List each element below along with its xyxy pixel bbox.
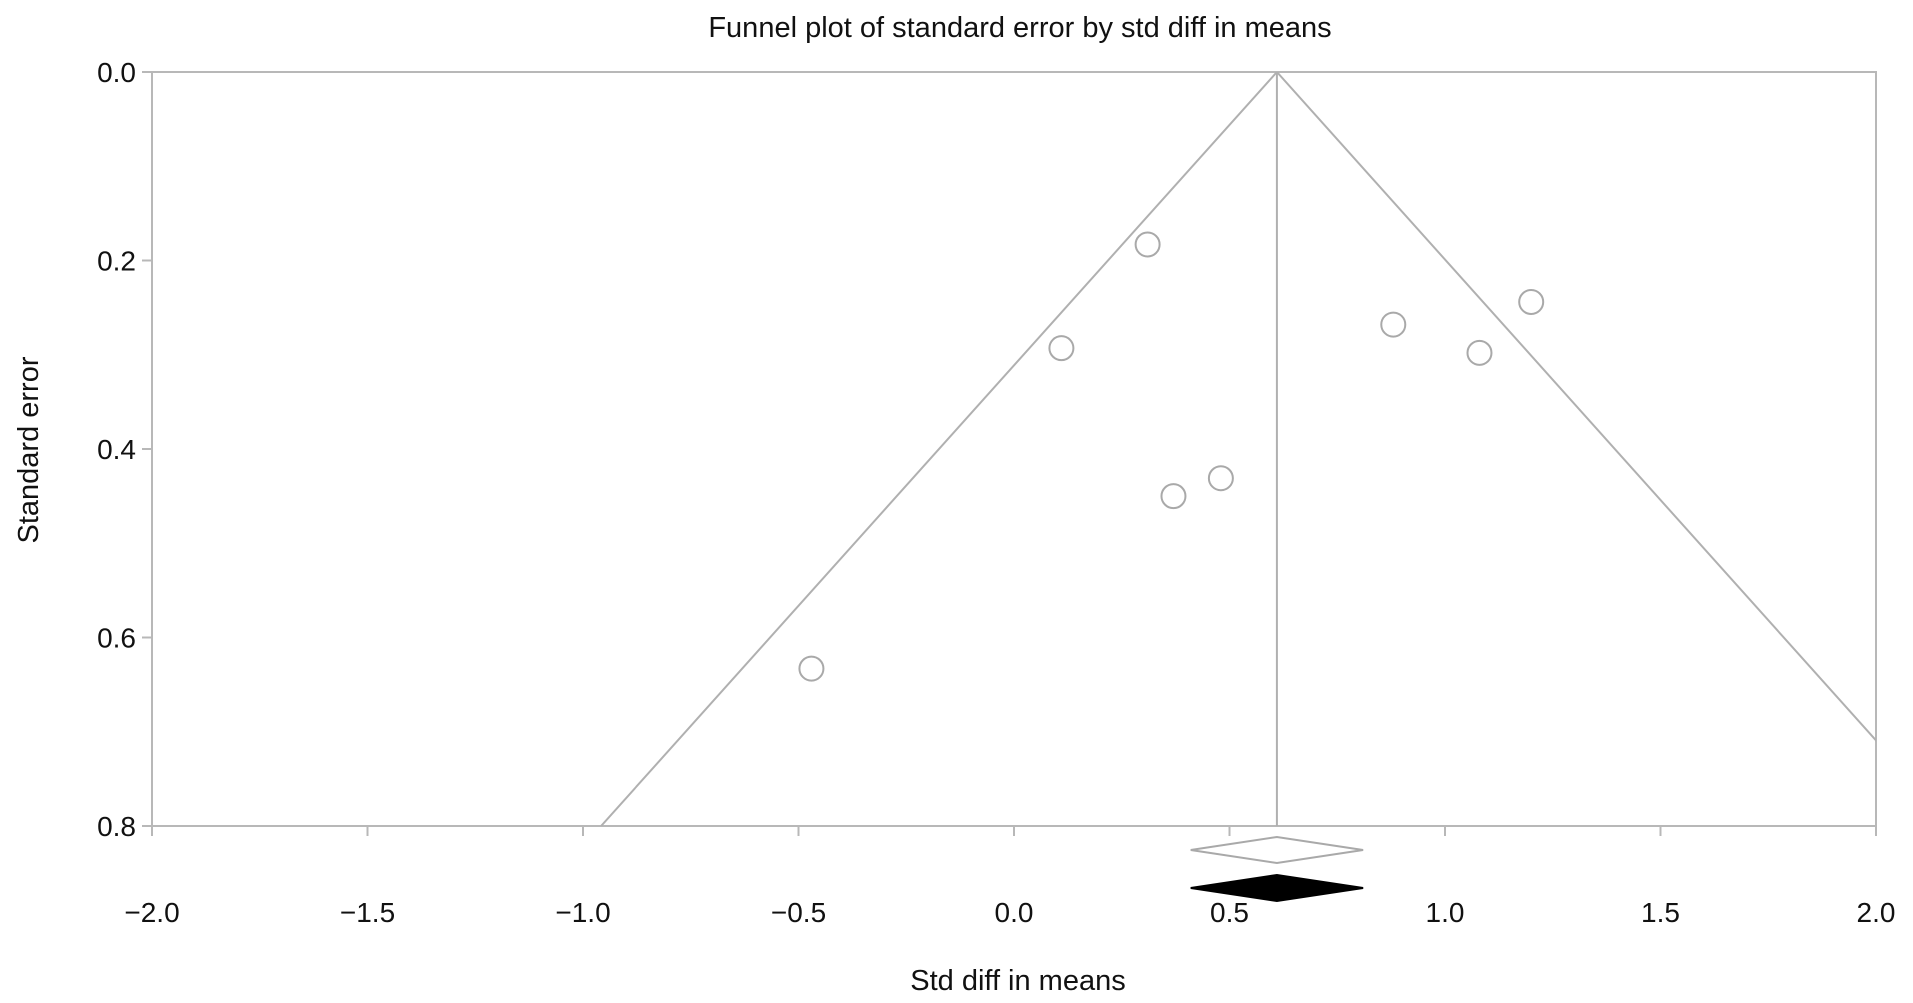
- x-tick-label: 1.5: [1641, 897, 1680, 928]
- funnel-right-limit: [1276, 72, 1876, 742]
- y-tick-label: 0.6: [97, 623, 136, 654]
- y-axis-label: Standard error: [13, 356, 45, 543]
- study-point: [1160, 483, 1187, 510]
- x-tick-label: −2.0: [124, 897, 179, 928]
- study-point: [1466, 339, 1493, 366]
- study-point: [1134, 231, 1161, 258]
- study-point: [1207, 465, 1234, 492]
- x-tick-label: 2.0: [1857, 897, 1896, 928]
- study-point: [1048, 335, 1075, 362]
- y-tick-label: 0.4: [97, 434, 136, 465]
- x-tick-label: −1.0: [555, 897, 610, 928]
- plot-frame: [151, 71, 1877, 827]
- y-tick-label: 0.8: [97, 811, 136, 842]
- plot-area: −2.0 −1.5 −1.0 −0.5 0.0 0.5 1.0 1.5 2.0 0.0 0.2 0.4…: [97, 57, 1896, 928]
- x-tick-label: −1.5: [340, 897, 395, 928]
- x-tick-label: 1.0: [1426, 897, 1465, 928]
- x-tick-label: −0.5: [771, 897, 826, 928]
- x-axis-label: Std diff in means: [910, 965, 1125, 997]
- chart-title: Funnel plot of standard error by std dif…: [708, 12, 1331, 44]
- summary-diamond-observed: [1190, 835, 1364, 865]
- study-point: [1518, 288, 1545, 315]
- x-tick-label: 0.0: [995, 897, 1034, 928]
- funnel-left-limit: [600, 72, 1278, 826]
- study-point: [1380, 311, 1407, 338]
- y-tick-label: 0.0: [97, 57, 136, 88]
- study-point: [798, 655, 825, 682]
- y-tick-label: 0.2: [97, 246, 136, 277]
- summary-diamond-imputed: [1190, 873, 1364, 903]
- x-tick-label: 0.5: [1210, 897, 1249, 928]
